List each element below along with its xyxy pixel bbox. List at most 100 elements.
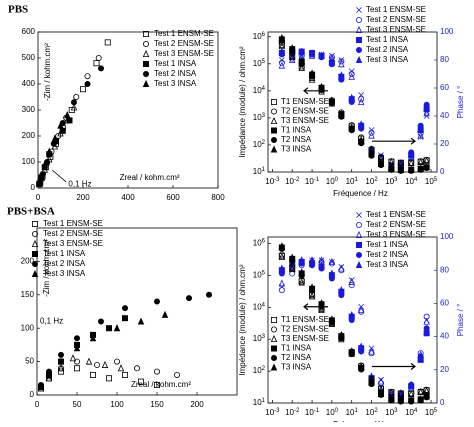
legend-marker: [142, 71, 149, 78]
marker: [338, 60, 345, 68]
marker: [45, 374, 53, 382]
y-tick-label: 103: [253, 334, 266, 344]
x-tick-label: 101: [346, 177, 359, 187]
marker: [74, 335, 81, 342]
marker: [137, 317, 145, 325]
y-tick-label: 150: [21, 290, 35, 299]
marker: [423, 103, 430, 111]
legend-marker: [270, 136, 277, 143]
marker: [85, 357, 93, 365]
legend-label: Test 1 INSA: [43, 249, 86, 258]
marker: [348, 310, 355, 319]
x-tick-label: 200: [76, 193, 90, 202]
legend-marker: [355, 241, 362, 248]
legend-marker: [31, 269, 39, 278]
marker: [308, 257, 316, 265]
legend-label: Test 3 INSA: [154, 79, 197, 88]
marker: [298, 278, 305, 286]
x-tick-label: 10-2: [285, 408, 300, 418]
y-tick-label: 103: [253, 112, 266, 122]
legend-marker: [270, 99, 277, 106]
marker: [38, 172, 45, 180]
legend-label: T2 ENSM-SE: [281, 325, 329, 334]
marker: [173, 371, 180, 378]
legend-label: Test 3 INSA: [43, 269, 86, 278]
marker: [368, 149, 375, 157]
legend-marker: [32, 260, 39, 267]
legend-label: T1 ENSM-SE: [281, 315, 329, 324]
marker: [308, 48, 316, 56]
y-axis-title: Impédance (module) / ohm.cm²: [238, 264, 247, 375]
plot-frame: [267, 236, 438, 404]
marker: [89, 334, 97, 342]
legend-label: T3 ENSM-SE: [281, 116, 329, 125]
marker: [84, 73, 91, 80]
marker: [417, 354, 424, 362]
legend-label: Test 2 INSA: [154, 69, 197, 78]
marker: [278, 270, 285, 277]
plot-frame: [267, 31, 438, 173]
marker: [278, 47, 286, 55]
legend-label: T2 INSA: [281, 353, 312, 362]
legend-label: T3 ENSM-SE: [281, 334, 329, 343]
marker: [37, 382, 45, 390]
marker: [298, 63, 305, 71]
x-tick-label: 10-2: [285, 177, 300, 187]
marker: [94, 361, 101, 368]
marker: [205, 291, 212, 298]
legend-label: T3 INSA: [281, 363, 312, 372]
panel-title: PBS: [8, 4, 28, 16]
legend-label: Test 3 ENSM-SE: [43, 239, 103, 248]
marker: [417, 124, 424, 132]
x-tick-label: 101: [346, 408, 359, 418]
marker: [70, 103, 78, 111]
legend-marker: [355, 221, 362, 228]
legend-marker: [355, 37, 362, 44]
marker: [417, 158, 424, 166]
legend-marker: [32, 230, 39, 237]
marker: [318, 299, 325, 307]
marker: [74, 365, 81, 372]
legend-label: Test 3 ENSM-SE: [366, 230, 426, 239]
marker: [423, 317, 430, 325]
y2-tick-label: 20: [440, 365, 449, 374]
legend-marker: [355, 230, 363, 239]
marker: [368, 131, 375, 139]
marker: [318, 261, 325, 269]
marker: [348, 282, 355, 289]
marker: [84, 81, 91, 88]
legend-label: Test 2 INSA: [43, 259, 86, 268]
legend-label: Test 1 INSA: [366, 240, 409, 249]
marker: [289, 264, 296, 272]
y-tick-label: 600: [22, 27, 36, 36]
marker: [377, 389, 385, 397]
marker: [278, 252, 286, 260]
marker: [90, 371, 97, 378]
y-tick-label: 200: [21, 257, 35, 266]
marker: [308, 75, 316, 83]
y2-tick-label: 60: [440, 83, 449, 92]
marker: [348, 347, 355, 355]
legend-label: Test 2 INSA: [366, 45, 409, 54]
y-tick-label: 100: [22, 157, 36, 166]
x-tick-label: 10-3: [265, 408, 280, 418]
marker: [58, 368, 65, 375]
marker: [357, 342, 365, 350]
marker: [328, 269, 336, 277]
x-axis-title: Fréquence / Hz: [333, 189, 388, 198]
marker: [423, 109, 430, 117]
marker: [423, 163, 430, 171]
x-tick-label: 103: [385, 408, 398, 418]
legend-label: T2 ENSM-SE: [281, 107, 329, 116]
legend-label: T3 INSA: [281, 145, 312, 154]
marker: [289, 52, 296, 60]
y-tick-label: 50: [25, 357, 34, 366]
marker: [348, 277, 355, 285]
marker: [137, 378, 144, 385]
legend-label: Test 2 INSA: [366, 250, 409, 259]
legend-marker: [270, 363, 278, 371]
marker: [46, 147, 53, 155]
y-tick-label: 104: [253, 85, 266, 95]
legend-label: Test 1 ENSM-SE: [43, 219, 103, 228]
x-tick-label: 100: [326, 408, 339, 418]
